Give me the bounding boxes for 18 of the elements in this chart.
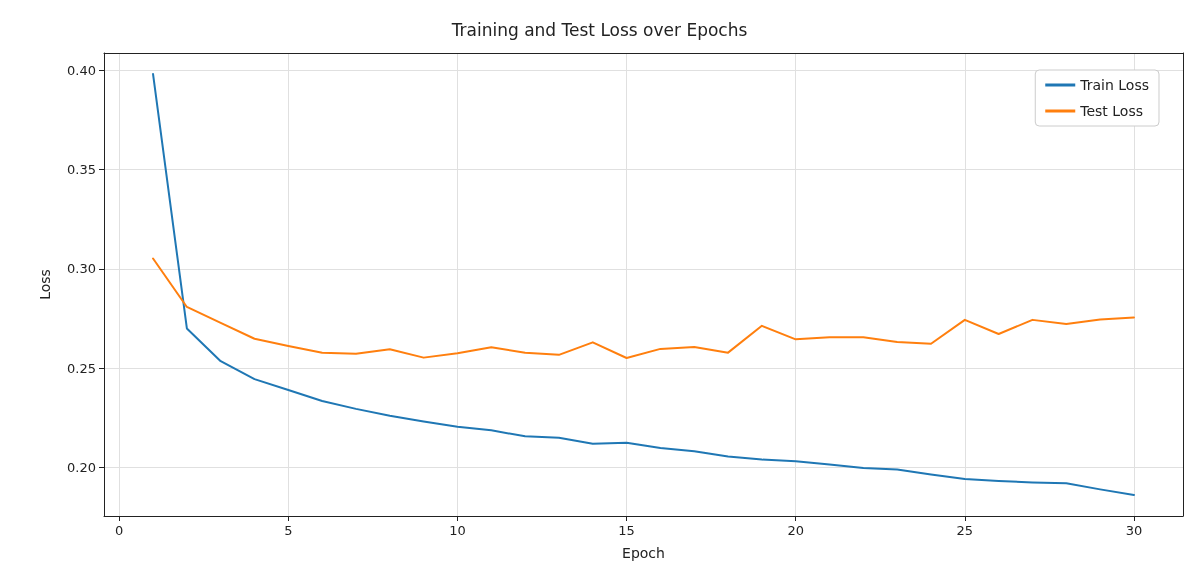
legend-label: Test Loss [1079, 103, 1143, 119]
x-tick-label: 10 [449, 523, 466, 538]
x-tick-label: 20 [787, 523, 804, 538]
chart-title: Training and Test Loss over Epochs [450, 19, 748, 40]
x-tick-label: 15 [618, 523, 635, 538]
x-tick-label: 0 [115, 523, 124, 538]
x-tick-label: 30 [1125, 523, 1143, 538]
legend-label: Train Loss [1079, 77, 1149, 93]
y-tick-label: 0.35 [67, 161, 96, 177]
y-axis-title: Loss [37, 269, 53, 300]
y-tick-label: 0.30 [67, 261, 96, 277]
x-tick-label: 25 [956, 523, 974, 538]
line-series [152, 257, 1135, 360]
x-axis-title: Epoch [622, 545, 665, 561]
y-tick-label: 0.20 [67, 460, 96, 476]
x-tick-label: 5 [284, 523, 293, 538]
y-tick-label: 0.25 [67, 360, 96, 376]
y-tick-label: 0.40 [67, 62, 96, 78]
